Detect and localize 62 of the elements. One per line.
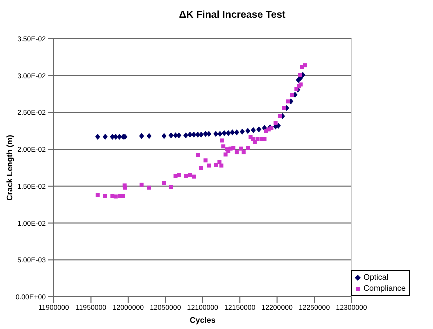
point	[162, 133, 167, 140]
point	[102, 134, 108, 140]
point	[234, 150, 239, 155]
point	[222, 130, 227, 136]
point	[188, 173, 192, 178]
point	[96, 193, 100, 198]
point	[220, 138, 224, 143]
point	[240, 128, 245, 135]
point	[114, 194, 118, 199]
point	[276, 122, 282, 129]
point	[218, 131, 223, 138]
point	[251, 127, 256, 134]
point	[147, 186, 152, 190]
y-axis-title: Crack Length (m)	[6, 135, 14, 201]
point	[214, 131, 219, 138]
point	[246, 146, 250, 150]
point	[222, 144, 226, 149]
point	[192, 174, 196, 179]
chart-title: ΔK Final Increase Test	[178, 10, 287, 21]
point	[224, 152, 228, 157]
point	[103, 194, 108, 198]
point	[256, 137, 260, 142]
point	[140, 182, 144, 187]
point	[286, 100, 290, 104]
point	[303, 64, 308, 68]
point	[192, 132, 197, 138]
point	[146, 133, 152, 140]
point	[290, 93, 294, 98]
point	[204, 158, 208, 163]
point	[196, 153, 200, 158]
point	[169, 185, 174, 190]
point	[256, 126, 262, 133]
point	[234, 130, 240, 136]
point	[230, 130, 236, 136]
point	[184, 132, 189, 139]
point	[207, 164, 212, 168]
point	[274, 121, 278, 126]
point	[298, 73, 302, 78]
x-axis-title: Cycles	[190, 316, 216, 325]
point	[252, 140, 257, 144]
point	[117, 134, 122, 140]
point	[278, 114, 282, 118]
point	[168, 132, 174, 139]
legend-label: Compliance	[364, 283, 406, 294]
point	[184, 174, 188, 178]
point	[242, 150, 246, 155]
point	[226, 130, 232, 136]
point	[162, 181, 166, 186]
legend-label: Optical	[364, 272, 389, 283]
point	[262, 137, 267, 142]
point	[220, 164, 224, 168]
point	[246, 128, 251, 134]
point	[214, 163, 218, 168]
point	[218, 160, 222, 164]
point	[139, 133, 144, 140]
point	[188, 132, 193, 138]
point	[177, 173, 182, 178]
point	[95, 134, 100, 140]
point	[232, 146, 236, 150]
point	[199, 166, 204, 170]
point	[239, 146, 244, 151]
point	[282, 106, 286, 110]
